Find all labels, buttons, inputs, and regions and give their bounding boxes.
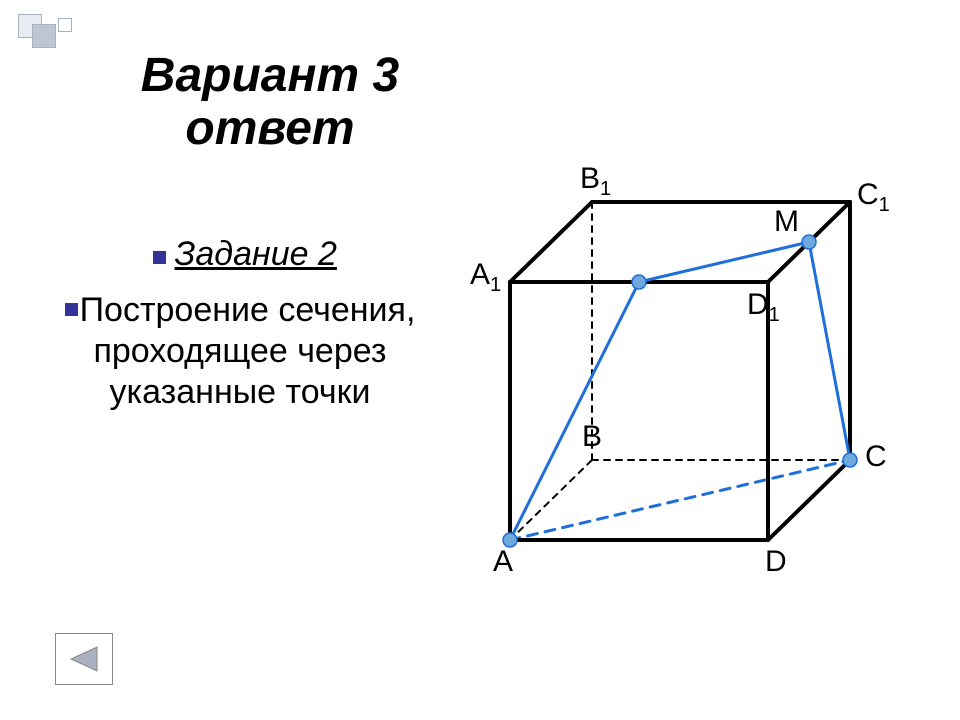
vertex-label: B [582, 420, 602, 454]
slide-title: Вариант 3 ответ [60, 50, 480, 156]
vertex-label: B1 [580, 162, 611, 201]
vertex-label: A1 [470, 258, 501, 297]
cube-diagram: A D C B A1 D1 C1 B1 M [450, 150, 910, 610]
bullet-icon [65, 303, 78, 316]
task-heading-text: Задание 2 [175, 235, 337, 273]
vertex-label: C1 [857, 178, 890, 217]
vertex-label: M [774, 205, 799, 239]
task-body-text: Построение сечения, проходящее через ука… [80, 291, 416, 411]
bullet-icon [153, 251, 166, 264]
back-button[interactable] [55, 633, 113, 685]
vertex-label: A [493, 545, 513, 579]
task-body: Построение сечения, проходящее через ука… [40, 290, 440, 412]
vertex-label: C [865, 440, 887, 474]
vertex-label: D1 [747, 288, 780, 327]
triangle-left-icon [67, 645, 101, 673]
task-heading: Задание 2 [55, 235, 435, 274]
vertex-label: D [765, 545, 787, 579]
